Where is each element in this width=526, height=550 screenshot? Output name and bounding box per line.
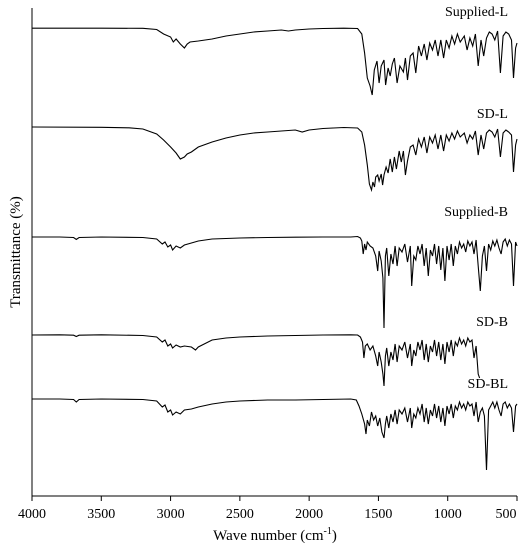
- spectrum-line-supplied-l: [32, 27, 518, 96]
- series-label-sd-b: SD-B: [476, 315, 508, 330]
- spectra-group: [31, 27, 518, 471]
- series-label-supplied-l: Supplied-L: [445, 5, 508, 20]
- series-label-sd-bl: SD-BL: [468, 377, 508, 392]
- y-axis-label: Transmittance (%): [8, 196, 24, 308]
- series-labels-group: Supplied-L SD-L Supplied-B SD-B SD-BL: [444, 5, 508, 392]
- x-ticks-group: 4000 3500 3000 2500 2000 1500 1000 500: [18, 496, 518, 522]
- spectrum-line-sd-l: [31, 126, 518, 193]
- x-tick-label: 2500: [226, 507, 254, 522]
- x-tick-label: 3500: [87, 507, 115, 522]
- series-label-supplied-b: Supplied-B: [444, 205, 508, 220]
- spectrum-line-sd-b: [31, 334, 481, 387]
- x-axis-label: Wave number (cm-1): [213, 526, 337, 544]
- x-tick-label: 2000: [295, 507, 323, 522]
- axes-group: 4000 3500 3000 2500 2000 1500 1000 500: [18, 8, 518, 522]
- x-tick-label: 1000: [434, 507, 462, 522]
- series-label-sd-l: SD-L: [477, 107, 508, 122]
- spectrum-line-sd-bl: [32, 398, 518, 471]
- spectrum-line-supplied-b: [32, 235, 518, 329]
- x-tick-label: 3000: [157, 507, 185, 522]
- x-tick-label: 4000: [18, 507, 46, 522]
- x-tick-label: 1500: [364, 507, 392, 522]
- x-tick-label: 500: [496, 507, 517, 522]
